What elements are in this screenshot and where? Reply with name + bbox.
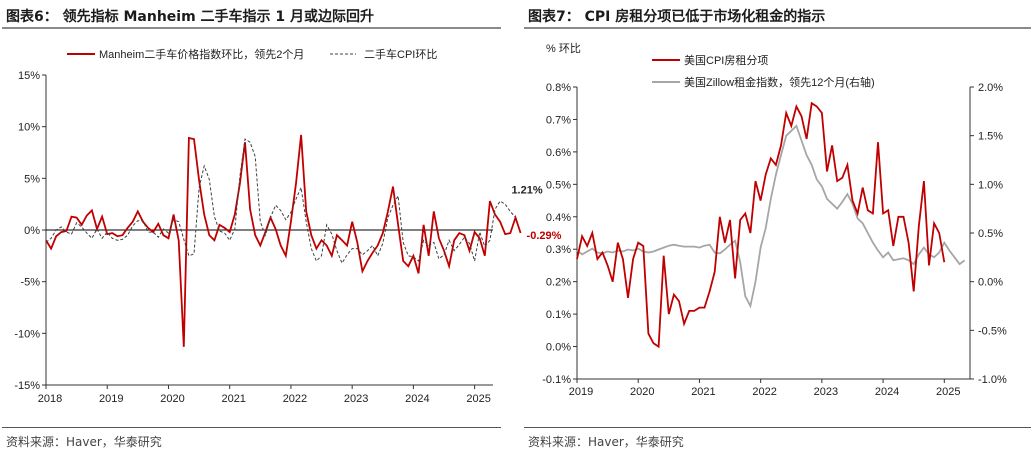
right-chart-panel: 图表7： CPI 房租分项已低于市场化租金的指示 % 环比 0.8% 0.7% 0.6… <box>522 0 1033 454</box>
right-x-tick-label: 2023 <box>814 386 838 398</box>
left-y-tick-label: 15% <box>18 70 40 82</box>
right-y2-tick-label: -0.5% <box>978 325 1007 337</box>
right-x-tick-label: 2024 <box>875 386 899 398</box>
right-chart-title: 图表7： CPI 房租分项已低于市场化租金的指示 <box>528 9 826 25</box>
right-chart-svg: % 环比 0.8% 0.7% 0.6% 0.5% 0.4% 0.3% 0.2% 0.1% 0.0%… <box>542 42 1007 398</box>
left-chart-title: 图表6： 领先指标 Manheim 二手车指示 1 月或边际回升 <box>6 9 375 25</box>
left-x-tick-label: 2023 <box>344 393 368 405</box>
manheim-series-line <box>45 134 522 347</box>
right-title-rule <box>524 27 1031 29</box>
cpi-rent-series-line <box>576 101 946 349</box>
left-chart-panel: 图表6： 领先指标 Manheim 二手车指示 1 月或边际回升 15% 10% 5… <box>0 0 562 454</box>
left-x-tick-label: 2022 <box>283 393 307 405</box>
right-y2-tick-label: -1.0% <box>978 374 1007 386</box>
manheim-end-label: -0.29% <box>527 230 562 242</box>
left-y-tick-label: 10% <box>18 122 40 134</box>
left-y-tick-label: -10% <box>14 328 40 340</box>
legend-label-manheim: Manheim二手车价格指数环比，领先2个月 <box>99 47 304 61</box>
left-y-tick-label: 5% <box>24 173 40 185</box>
right-y-tick-label: 0.7% <box>546 114 571 126</box>
left-source-rule <box>2 427 501 428</box>
right-y-tick-label: 0.1% <box>546 309 571 321</box>
right-y-tick-label: -0.1% <box>542 374 571 386</box>
left-x-tick-label: 2021 <box>221 393 245 405</box>
right-y-tick-label: 0.3% <box>546 244 571 256</box>
right-x-tick-label: 2021 <box>691 386 715 398</box>
right-y2-tick-label: 1.5% <box>978 131 1003 143</box>
right-y-tick-label: 0.5% <box>546 179 571 191</box>
legend-label-used-car-cpi: 二手车CPI环比 <box>364 47 437 61</box>
right-y2-tick-label: 0.0% <box>978 277 1003 289</box>
left-source-note: 资料来源：Haver，华泰研究 <box>6 435 162 449</box>
left-chart-svg: 15% 10% 5% 0% -5% -10% -15%2018 2019 2020 2021 202… <box>14 47 561 405</box>
right-x-tick-label: 2025 <box>936 386 960 398</box>
right-x-tick-label: 2019 <box>569 386 593 398</box>
left-y-tick-label: -15% <box>14 380 40 392</box>
left-x-tick-label: 2019 <box>99 393 123 405</box>
left-title-rule <box>2 27 501 29</box>
right-x-tick-label: 2020 <box>630 386 654 398</box>
left-x-tick-label: 2018 <box>38 393 62 405</box>
right-source-note: 资料来源：Haver，华泰研究 <box>528 435 684 449</box>
right-x-tick-label: 2022 <box>752 386 776 398</box>
right-source-rule <box>524 427 1031 428</box>
right-y2-tick-label: 1.0% <box>978 179 1003 191</box>
left-y-tick-label: 0% <box>24 225 40 237</box>
right-y-tick-label: 0.8% <box>546 82 571 94</box>
left-x-tick-label: 2020 <box>160 393 184 405</box>
left-x-tick-label: 2024 <box>405 393 429 405</box>
left-y-tick-label: -5% <box>20 277 40 289</box>
zillow-rent-series-line <box>576 124 966 309</box>
right-y2-tick-label: 0.5% <box>978 228 1003 240</box>
right-y2-tick-label: 2.0% <box>978 82 1003 94</box>
right-y-tick-label: 0.6% <box>546 147 571 159</box>
legend-label-zillow: 美国Zillow租金指数，领先12个月(右轴) <box>684 75 875 89</box>
right-y-tick-label: 0.0% <box>546 342 571 354</box>
used-car-cpi-end-label: 1.21% <box>511 184 542 196</box>
right-y-tick-label: 0.4% <box>546 212 571 224</box>
left-x-tick-label: 2025 <box>466 393 490 405</box>
legend-label-cpi-rent: 美国CPI房租分项 <box>684 54 768 67</box>
right-y-tick-label: 0.2% <box>546 277 571 289</box>
used-car-cpi-series-line <box>45 138 516 265</box>
right-y-axis-unit: % 环比 <box>546 42 581 55</box>
